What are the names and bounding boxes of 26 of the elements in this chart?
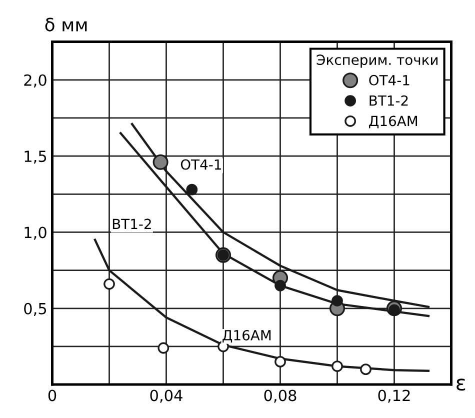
x-axis-title: ε xyxy=(456,378,466,391)
point xyxy=(332,360,343,372)
annotation: Д16АМ xyxy=(222,330,271,342)
legend-label: ОТ4-1 xyxy=(369,74,410,86)
point xyxy=(104,278,115,290)
point xyxy=(332,295,343,306)
point xyxy=(274,280,286,292)
point xyxy=(360,364,372,376)
y-tick-label: 2,0 xyxy=(24,74,46,88)
y-tick-label: 1,5 xyxy=(24,150,46,164)
x-tick-label: 0 xyxy=(48,390,56,402)
legend-label: Д16АМ xyxy=(369,116,418,128)
annotation: ВТ1-2 xyxy=(112,218,151,229)
y-axis-title: δ мм xyxy=(45,18,87,32)
x-tick-label: 0,12 xyxy=(378,390,410,403)
x-tick-label: 0,08 xyxy=(264,390,296,403)
legend-title: Эксперим. точки xyxy=(316,54,438,68)
point xyxy=(152,154,168,170)
point xyxy=(158,342,170,354)
point xyxy=(274,356,286,368)
annotation: ОТ4-1 xyxy=(180,159,221,170)
x-tick-label: 0,04 xyxy=(150,390,182,403)
y-tick-label: 1,0 xyxy=(24,226,46,240)
y-tick-label: 0,5 xyxy=(24,302,46,316)
point xyxy=(186,184,198,196)
legend-label: ВТ1-2 xyxy=(370,95,408,106)
